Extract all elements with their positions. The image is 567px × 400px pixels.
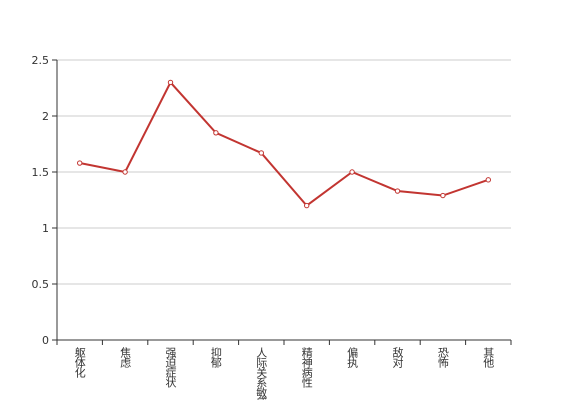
data-point — [440, 192, 446, 199]
data-point — [122, 169, 128, 175]
data-point — [167, 79, 174, 86]
x-tick-label: 抑郁 — [209, 346, 222, 368]
x-tick-label: 焦虑 — [119, 347, 132, 368]
y-tick-label: 0 — [42, 334, 49, 347]
y-tick-label: 2.5 — [32, 54, 50, 67]
x-tick-label: 躯体化 — [73, 347, 86, 379]
data-point — [213, 130, 219, 136]
y-tick-label: 0.5 — [32, 278, 50, 291]
x-tick-label: 精神病性 — [300, 347, 313, 389]
data-point — [77, 160, 83, 166]
x-tick-label: 敌对 — [391, 346, 404, 368]
y-tick-label: 2 — [42, 110, 49, 123]
y-tick-label: 1.5 — [32, 166, 50, 179]
x-tick-label: 其他 — [482, 347, 495, 368]
x-tick-label: 强迫症状 — [164, 347, 177, 388]
data-point — [394, 188, 401, 194]
x-tick-label: 恐怖 — [436, 347, 449, 368]
data-point — [304, 202, 310, 209]
data-point — [258, 150, 264, 156]
series-line — [79, 80, 489, 207]
data-point — [349, 169, 355, 175]
x-tick-label: 人际关系敏感 — [255, 347, 268, 400]
y-tick-label: 1 — [42, 222, 49, 235]
x-tick-label: 偏执 — [346, 346, 359, 369]
data-point — [485, 177, 491, 183]
